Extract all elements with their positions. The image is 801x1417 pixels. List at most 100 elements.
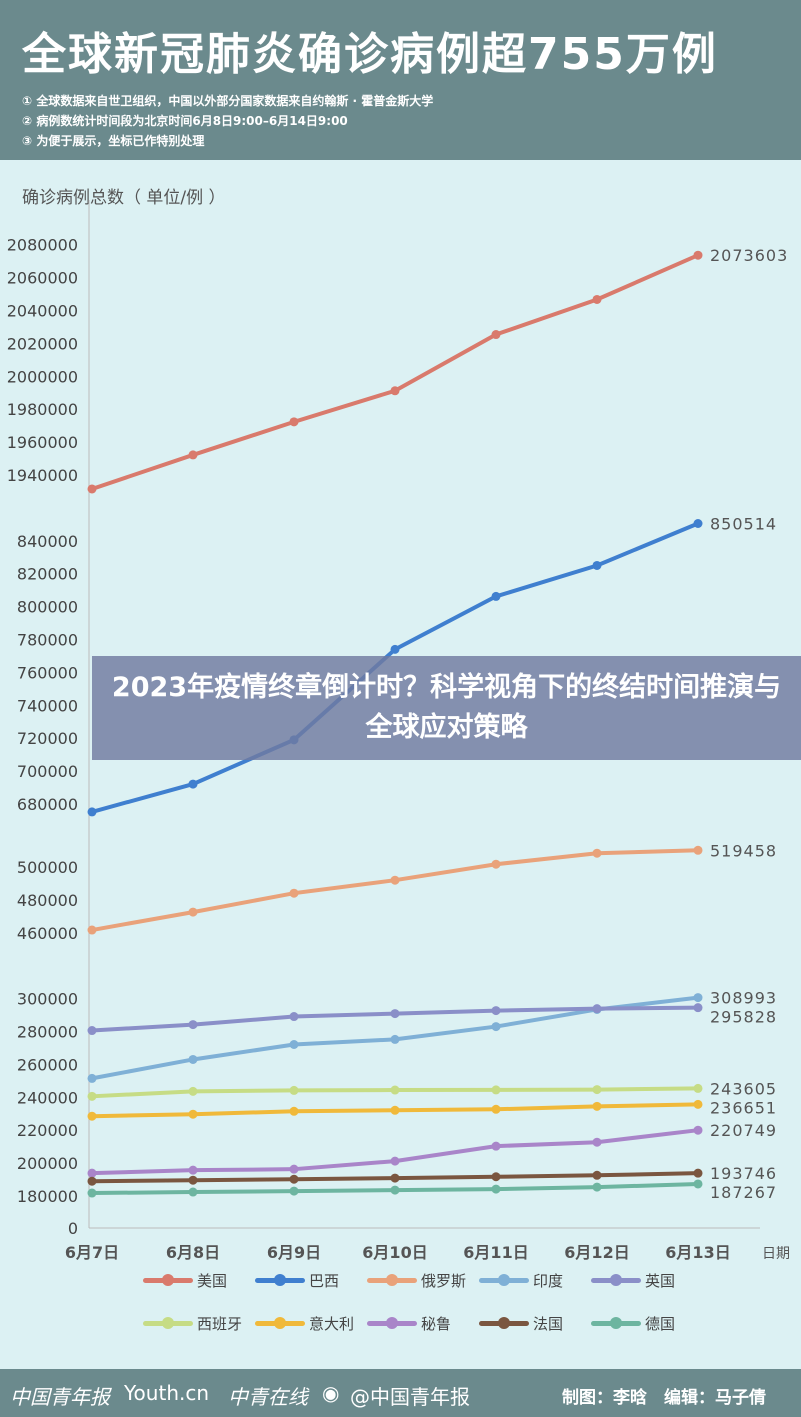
y-tick-label: 300000 bbox=[17, 990, 78, 1009]
legend-item: 秘鲁 bbox=[367, 1313, 451, 1334]
x-tick-label: 6月12日 bbox=[564, 1243, 629, 1262]
y-tick-label: 240000 bbox=[17, 1088, 78, 1107]
end-value-label: 193746 bbox=[710, 1164, 777, 1183]
legend-swatch bbox=[591, 1317, 641, 1329]
overlay-banner: 2023年疫情终章倒计时？科学视角下的终结时间推演与全球应对策略 bbox=[92, 656, 801, 760]
end-value-label: 236651 bbox=[710, 1098, 777, 1117]
logo-youth: Youth.cn bbox=[124, 1381, 210, 1405]
legend-swatch bbox=[479, 1274, 529, 1286]
data-point bbox=[188, 779, 198, 789]
data-point bbox=[592, 1004, 602, 1014]
y-tick-label: 200000 bbox=[17, 1154, 78, 1173]
data-point bbox=[87, 1111, 97, 1121]
data-point bbox=[289, 1085, 299, 1095]
data-point bbox=[693, 1179, 703, 1189]
data-point bbox=[289, 1186, 299, 1196]
data-point bbox=[390, 1185, 400, 1195]
y-tick-label: 700000 bbox=[17, 762, 78, 781]
y-tick-label: 760000 bbox=[17, 663, 78, 682]
data-point bbox=[87, 925, 97, 935]
data-point bbox=[491, 1085, 501, 1095]
x-tick-label: 6月11日 bbox=[463, 1243, 528, 1262]
data-point bbox=[592, 1182, 602, 1192]
y-tick-label: 720000 bbox=[17, 729, 78, 748]
data-point bbox=[592, 1137, 602, 1147]
data-point bbox=[390, 1173, 400, 1183]
data-point bbox=[188, 1187, 198, 1197]
note: ① 全球数据来自世卫组织，中国以外部分国家数据来自约翰斯 · 霍普金斯大学 bbox=[22, 94, 434, 108]
data-point bbox=[491, 1141, 501, 1151]
x-tick-label: 6月9日 bbox=[267, 1243, 321, 1262]
data-point bbox=[188, 1086, 198, 1096]
series-line bbox=[91, 848, 699, 933]
x-tick-label: 6月10日 bbox=[362, 1243, 427, 1262]
data-point bbox=[491, 1172, 501, 1182]
data-point bbox=[491, 1104, 501, 1114]
y-tick-label: 2000000 bbox=[7, 367, 78, 386]
legend-item: 西班牙 bbox=[143, 1313, 242, 1334]
data-point bbox=[390, 875, 400, 885]
data-point bbox=[188, 1054, 198, 1064]
data-point bbox=[289, 1106, 299, 1116]
data-point bbox=[693, 1003, 703, 1013]
data-point bbox=[188, 1175, 198, 1185]
weibo-handle: @中国青年报 bbox=[350, 1385, 470, 1409]
legend-swatch bbox=[143, 1317, 193, 1329]
data-point bbox=[693, 250, 703, 260]
legend-label: 美国 bbox=[197, 1272, 228, 1290]
y-tick-label: 800000 bbox=[17, 598, 78, 617]
y-tick-label: 1960000 bbox=[7, 433, 78, 452]
legend-label: 德国 bbox=[645, 1315, 676, 1333]
end-value-label: 308993 bbox=[710, 989, 777, 1008]
data-point bbox=[188, 907, 198, 917]
y-tick-label: 260000 bbox=[17, 1055, 78, 1074]
data-point bbox=[188, 1020, 198, 1030]
legend-label: 西班牙 bbox=[197, 1315, 243, 1333]
legend-swatch bbox=[591, 1274, 641, 1286]
data-point bbox=[693, 993, 703, 1003]
data-point bbox=[390, 644, 400, 654]
legend-swatch bbox=[255, 1274, 305, 1286]
data-point bbox=[491, 330, 501, 340]
y-tick-label: 480000 bbox=[17, 891, 78, 910]
legend-label: 巴西 bbox=[309, 1272, 340, 1290]
data-point bbox=[87, 1026, 97, 1036]
x-tick-label: 6月13日 bbox=[665, 1243, 730, 1262]
data-point bbox=[390, 1034, 400, 1044]
data-point bbox=[188, 1165, 198, 1175]
legend-label: 俄罗斯 bbox=[421, 1272, 467, 1290]
end-value-label: 220749 bbox=[710, 1121, 777, 1140]
data-point bbox=[188, 450, 198, 460]
legend-swatch bbox=[367, 1317, 417, 1329]
legend-swatch bbox=[255, 1317, 305, 1329]
data-point bbox=[87, 1176, 97, 1186]
data-point bbox=[592, 848, 602, 858]
y-tick-label: 460000 bbox=[17, 924, 78, 943]
data-point bbox=[289, 417, 299, 427]
data-point bbox=[87, 484, 97, 494]
x-axis-label: 日期 bbox=[762, 1246, 790, 1262]
data-point bbox=[289, 888, 299, 898]
weibo-icon: ◉ bbox=[322, 1381, 340, 1405]
data-point bbox=[289, 1039, 299, 1049]
data-point bbox=[390, 1009, 400, 1019]
data-point bbox=[87, 1188, 97, 1198]
y-tick-label: 280000 bbox=[17, 1023, 78, 1042]
logo-zgqnb: 中国青年报 bbox=[10, 1385, 110, 1409]
data-point bbox=[87, 1073, 97, 1083]
legend-label: 秘鲁 bbox=[421, 1315, 452, 1333]
data-point bbox=[693, 1083, 703, 1093]
legend-item: 法国 bbox=[479, 1313, 563, 1334]
series-line bbox=[91, 253, 699, 491]
data-point bbox=[390, 1156, 400, 1166]
data-point bbox=[491, 859, 501, 869]
end-value-label: 850514 bbox=[710, 515, 777, 534]
y-tick-label: 180000 bbox=[17, 1187, 78, 1206]
data-point bbox=[491, 1006, 501, 1016]
data-point bbox=[390, 386, 400, 396]
y-tick-label: 2040000 bbox=[7, 302, 78, 321]
data-point bbox=[289, 1164, 299, 1174]
legend-label: 印度 bbox=[533, 1272, 564, 1290]
data-point bbox=[592, 294, 602, 304]
legend-item: 巴西 bbox=[255, 1270, 339, 1291]
